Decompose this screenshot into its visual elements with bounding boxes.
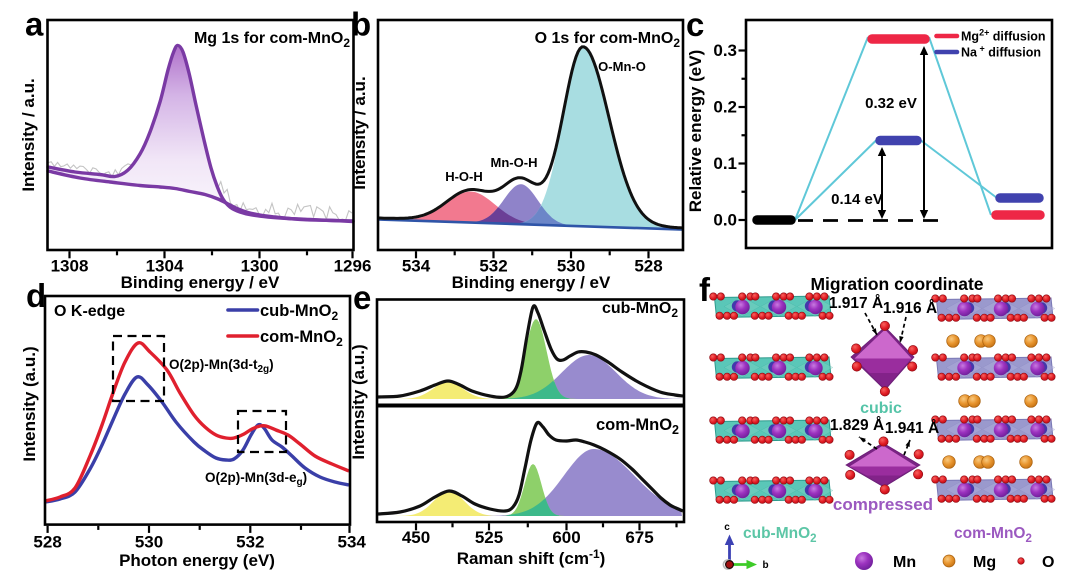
svg-text:Migration coordinate: Migration coordinate [810,274,983,294]
svg-text:Photon energy (eV): Photon energy (eV) [119,551,275,570]
svg-text:675: 675 [625,528,653,547]
svg-text:1308: 1308 [51,257,89,276]
svg-text:O(2p)-Mn(3d-eg): O(2p)-Mn(3d-eg) [205,470,307,488]
svg-text:530: 530 [135,533,163,552]
svg-text:O: O [1042,554,1054,571]
svg-text:1.829 Å: 1.829 Å [830,417,884,434]
svg-text:cub-MnO2: cub-MnO2 [743,525,817,545]
svg-text:Mn-O-H: Mn-O-H [491,155,538,170]
svg-text:Mn: Mn [893,554,916,571]
svg-text:1304: 1304 [146,257,184,276]
svg-text:Intensity / a.u.: Intensity / a.u. [19,78,38,191]
svg-text:534: 534 [402,257,431,276]
svg-text:528: 528 [33,533,61,552]
svg-text:O 1s for com-MnO2: O 1s for com-MnO2 [535,30,681,50]
svg-text:c: c [724,522,730,533]
svg-text:525: 525 [475,528,503,547]
svg-text:cubic: cubic [860,400,902,417]
svg-text:cub-MnO2: cub-MnO2 [260,302,339,323]
svg-text:Binding energy / eV: Binding energy / eV [452,273,611,292]
svg-text:1296: 1296 [334,257,372,276]
svg-text:530: 530 [557,257,585,276]
svg-text:0.0: 0.0 [713,211,737,230]
svg-text:e: e [353,279,371,316]
svg-text:534: 534 [338,533,367,552]
svg-text:528: 528 [634,257,662,276]
svg-text:cub-MnO2: cub-MnO2 [602,300,678,320]
svg-text:com-MnO2: com-MnO2 [596,416,679,437]
svg-text:Mg2+ diffusion: Mg2+ diffusion [961,28,1046,44]
svg-text:Intensity (a.u.): Intensity (a.u.) [349,344,368,459]
svg-text:0.14 eV: 0.14 eV [831,191,883,208]
svg-text:532: 532 [479,257,507,276]
svg-text:Raman shift (cm-1): Raman shift (cm-1) [457,547,606,568]
svg-text:Na + diffusion: Na + diffusion [961,44,1041,60]
svg-text:H-O-H: H-O-H [445,169,483,184]
svg-text:O K-edge: O K-edge [54,303,125,320]
svg-text:1.941 Å: 1.941 Å [885,420,939,437]
svg-text:450: 450 [402,528,430,547]
svg-text:0.2: 0.2 [713,98,737,117]
svg-text:Binding energy / eV: Binding energy / eV [121,273,280,292]
svg-text:b: b [351,6,371,43]
svg-text:Intensity / a.u.: Intensity / a.u. [350,76,369,189]
svg-text:600: 600 [552,528,580,547]
svg-text:d: d [26,277,46,314]
svg-text:c: c [686,6,704,43]
svg-text:Mg: Mg [973,554,996,571]
svg-text:1.916 Å: 1.916 Å [883,300,937,317]
svg-text:0.1: 0.1 [713,154,737,173]
svg-text:f: f [699,271,711,308]
svg-text:com-MnO2: com-MnO2 [954,525,1032,545]
svg-text:com-MnO2: com-MnO2 [260,328,343,349]
svg-text:b: b [763,560,769,571]
svg-text:O-Mn-O: O-Mn-O [598,59,646,74]
svg-text:Mg 1s for com-MnO2: Mg 1s for com-MnO2 [194,30,350,50]
svg-text:compressed: compressed [833,495,933,514]
svg-text:1300: 1300 [241,257,279,276]
svg-text:0.32 eV: 0.32 eV [865,95,917,112]
svg-text:1.917 Å: 1.917 Å [829,295,883,312]
svg-text:532: 532 [236,533,264,552]
svg-text:0.3: 0.3 [713,41,737,60]
svg-text:Relative energy (eV): Relative energy (eV) [686,50,705,213]
svg-text:O(2p)-Mn(3d-t2g): O(2p)-Mn(3d-t2g) [169,357,274,375]
svg-text:Intensity (a.u.): Intensity (a.u.) [20,346,39,461]
svg-text:a: a [25,6,44,43]
